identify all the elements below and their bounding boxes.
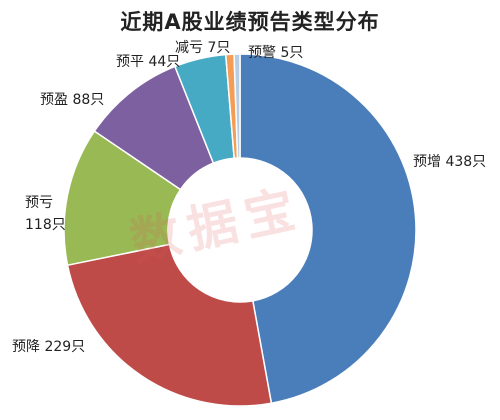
donut-slice-6 <box>233 53 241 159</box>
slice-label-6: 预警 5只 <box>248 45 303 61</box>
slice-label-2: 预亏 118只 <box>25 195 66 233</box>
slice-label-3: 预盈 88只 <box>40 92 104 108</box>
chart-title: 近期A股业绩预告类型分布 <box>120 10 380 34</box>
donut-slice-0 <box>239 53 417 405</box>
slice-label-4: 预平 44只 <box>116 54 180 70</box>
slice-label-1: 预降 229只 <box>12 339 85 355</box>
slice-label-0: 预增 438只 <box>413 154 486 170</box>
slice-label-5: 减亏 7只 <box>175 40 230 56</box>
donut-slice-1 <box>66 243 273 407</box>
